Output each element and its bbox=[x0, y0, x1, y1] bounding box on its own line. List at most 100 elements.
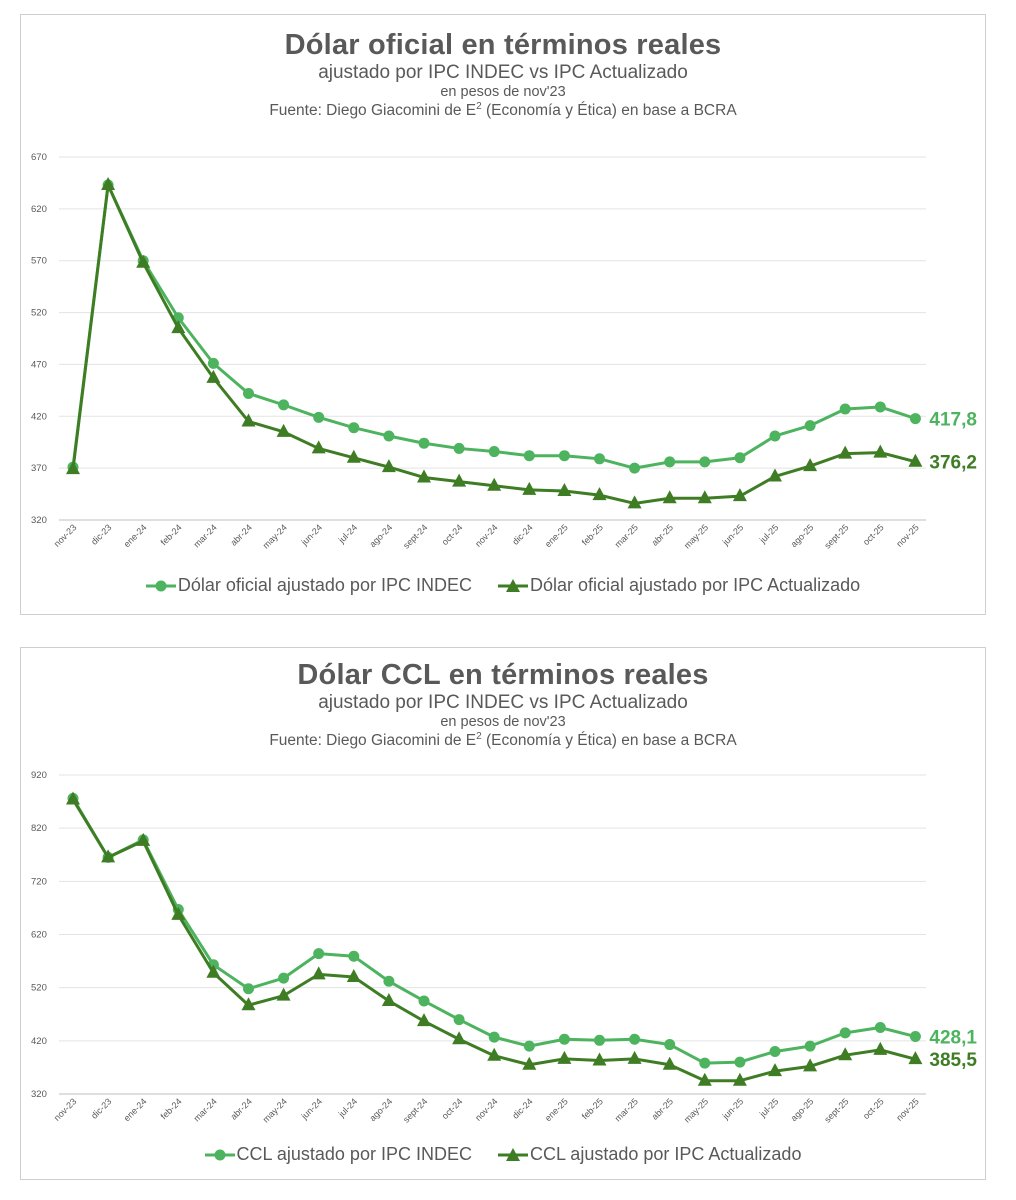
data-point-triangle bbox=[592, 487, 607, 501]
x-tick-label: nov-23 bbox=[52, 1096, 79, 1123]
legend-item-actualizado: Dólar oficial ajustado por IPC Actualiza… bbox=[497, 575, 861, 596]
y-tick-label: 520 bbox=[31, 983, 47, 994]
data-point-circle bbox=[278, 972, 290, 984]
legend-circle-marker-icon bbox=[204, 1149, 235, 1160]
data-point-triangle bbox=[487, 477, 502, 491]
data-point-triangle bbox=[873, 1041, 888, 1055]
data-point-triangle bbox=[908, 1051, 923, 1065]
data-point-circle bbox=[804, 420, 816, 432]
data-point-triangle bbox=[732, 488, 747, 502]
x-tick-label: jun-25 bbox=[720, 1096, 745, 1121]
data-point-circle bbox=[629, 462, 641, 474]
chart-title: Dólar oficial en términos reales bbox=[284, 29, 722, 61]
x-tick-label: dic-23 bbox=[89, 522, 113, 546]
data-point-triangle bbox=[557, 1050, 572, 1064]
data-point-circle bbox=[874, 1022, 886, 1034]
data-point-circle bbox=[909, 1031, 921, 1043]
data-point-triangle bbox=[838, 445, 853, 459]
x-tick-label: feb-25 bbox=[580, 1096, 605, 1121]
x-tick-label: ene-25 bbox=[543, 522, 570, 549]
x-tick-label: ago-25 bbox=[789, 522, 816, 549]
data-point-triangle bbox=[452, 473, 467, 487]
data-point-triangle bbox=[768, 468, 782, 482]
x-tick-label: dic-24 bbox=[510, 1096, 534, 1120]
y-tick-label: 520 bbox=[31, 308, 47, 319]
data-point-triangle bbox=[66, 461, 80, 475]
data-point-circle bbox=[734, 1056, 746, 1068]
data-point-circle bbox=[839, 1027, 851, 1039]
data-point-triangle bbox=[452, 1031, 467, 1045]
end-value-label: 417,8 bbox=[929, 410, 977, 431]
y-tick-label: 620 bbox=[31, 204, 47, 215]
data-point-circle bbox=[734, 452, 746, 464]
chart-titles: Dólar oficial en términos reales ajustad… bbox=[21, 29, 985, 120]
x-tick-label: nov-25 bbox=[894, 522, 921, 549]
data-point-circle bbox=[699, 1057, 711, 1069]
data-point-circle bbox=[629, 1033, 641, 1045]
data-point-circle bbox=[488, 1031, 500, 1043]
data-point-circle bbox=[207, 357, 219, 369]
data-point-circle bbox=[699, 456, 711, 468]
x-tick-label: feb-24 bbox=[159, 522, 184, 547]
chart-titles: Dólar CCL en términos reales ajustado po… bbox=[21, 659, 985, 750]
data-point-triangle bbox=[136, 832, 151, 846]
data-point-circle bbox=[594, 453, 605, 465]
data-point-circle bbox=[383, 430, 395, 442]
data-point-triangle bbox=[592, 1052, 607, 1066]
chart-source: Fuente: Diego Giacomini de E2 (Economía … bbox=[269, 730, 737, 750]
data-point-triangle bbox=[627, 495, 642, 509]
legend-label: CCL ajustado por IPC Actualizado bbox=[529, 1144, 802, 1164]
data-point-circle bbox=[523, 450, 535, 462]
y-tick-label: 420 bbox=[31, 1036, 47, 1047]
y-tick-label: 570 bbox=[31, 256, 47, 267]
data-point-triangle bbox=[101, 849, 116, 863]
chart-panel-oficial: Dólar oficial en términos reales ajustad… bbox=[20, 14, 986, 615]
data-point-triangle bbox=[346, 969, 361, 983]
line-chart-ccl: 320 420 520 620 720 820 920 nov-23 dic-23 ene-24 f… bbox=[31, 770, 977, 1125]
data-point-circle bbox=[418, 437, 430, 449]
data-point-circle bbox=[769, 430, 781, 442]
data-point-circle bbox=[243, 387, 254, 399]
data-point-circle bbox=[313, 948, 325, 960]
data-point-circle bbox=[664, 456, 676, 468]
data-point-circle bbox=[558, 450, 570, 462]
data-point-triangle bbox=[241, 997, 256, 1011]
data-point-triangle bbox=[136, 254, 151, 268]
data-point-triangle bbox=[346, 449, 361, 463]
legend-label: Dólar oficial ajustado por IPC Actualiza… bbox=[529, 575, 861, 595]
data-point-triangle bbox=[697, 1072, 712, 1086]
y-tick-label: 420 bbox=[31, 411, 47, 422]
data-point-circle bbox=[488, 446, 500, 458]
chart-subtitle: ajustado por IPC INDEC vs IPC Actualizad… bbox=[318, 692, 688, 714]
data-point-triangle bbox=[171, 320, 186, 334]
data-point-triangle bbox=[241, 413, 256, 427]
x-tick-label: jun-24 bbox=[299, 522, 324, 547]
data-point-circle bbox=[523, 1040, 535, 1052]
data-point-triangle bbox=[311, 440, 326, 454]
x-tick-label: abr-25 bbox=[650, 522, 675, 547]
data-point-circle bbox=[348, 950, 360, 962]
data-point-triangle bbox=[101, 177, 116, 191]
data-point-circle bbox=[874, 401, 886, 413]
data-point-triangle bbox=[381, 459, 396, 473]
x-tick-label: dic-23 bbox=[89, 1096, 113, 1120]
data-point-triangle bbox=[557, 482, 572, 496]
x-tick-label: jul-25 bbox=[757, 1096, 780, 1119]
legend-item-indec: Dólar oficial ajustado por IPC INDEC bbox=[145, 575, 472, 596]
data-point-circle bbox=[453, 442, 465, 454]
x-tick-label: mar-24 bbox=[192, 1096, 219, 1123]
x-tick-label: sept-25 bbox=[822, 522, 850, 550]
legend-label: CCL ajustado por IPC INDEC bbox=[236, 1144, 472, 1164]
data-point-circle bbox=[243, 983, 254, 995]
x-tick-label: sept-24 bbox=[401, 522, 429, 550]
y-tick-label: 670 bbox=[31, 152, 47, 163]
legend-label: Dólar oficial ajustado por IPC INDEC bbox=[177, 575, 472, 595]
x-tick-label: ene-24 bbox=[122, 522, 149, 549]
data-point-triangle bbox=[803, 458, 818, 472]
data-point-circle bbox=[278, 399, 290, 411]
y-tick-label: 320 bbox=[31, 515, 47, 526]
data-point-triangle bbox=[662, 1056, 677, 1070]
x-tick-label: abr-24 bbox=[228, 1096, 253, 1121]
x-tick-label: mar-24 bbox=[192, 522, 219, 549]
x-tick-label: oct-25 bbox=[861, 522, 886, 547]
